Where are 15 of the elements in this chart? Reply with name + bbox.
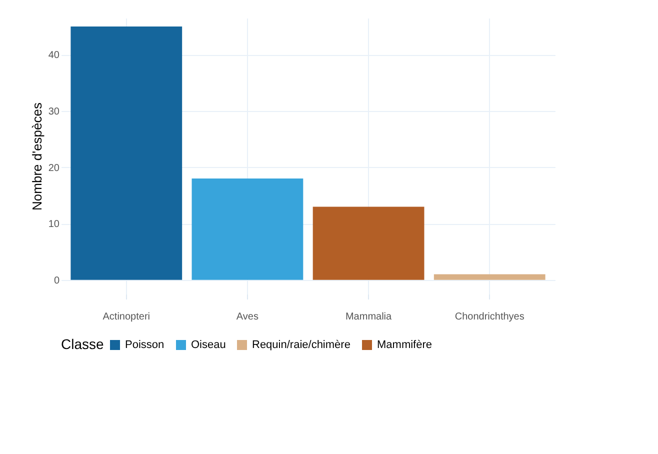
x-tick-label: Chondrichthyes [454, 312, 524, 322]
x-tick-label: Mammalia [345, 312, 392, 322]
x-tick-label: Actinopteri [102, 312, 150, 322]
legend-label: Mammifère [377, 339, 432, 351]
y-tick-label: 40 [48, 50, 60, 62]
legend-title: Classe [61, 336, 104, 352]
y-tick-label: 0 [54, 275, 60, 286]
x-tick-label: Aves [236, 312, 258, 322]
legend-label: Poisson [125, 339, 164, 351]
legend-label: Oiseau [191, 339, 226, 351]
y-tick-label: 10 [48, 219, 60, 230]
y-tick-label: 30 [48, 106, 60, 118]
y-axis-title: Nombre d'espèces [29, 102, 44, 210]
y-tick-label: 20 [48, 162, 60, 174]
legend-label: Requin/raie/chimère [252, 339, 350, 351]
